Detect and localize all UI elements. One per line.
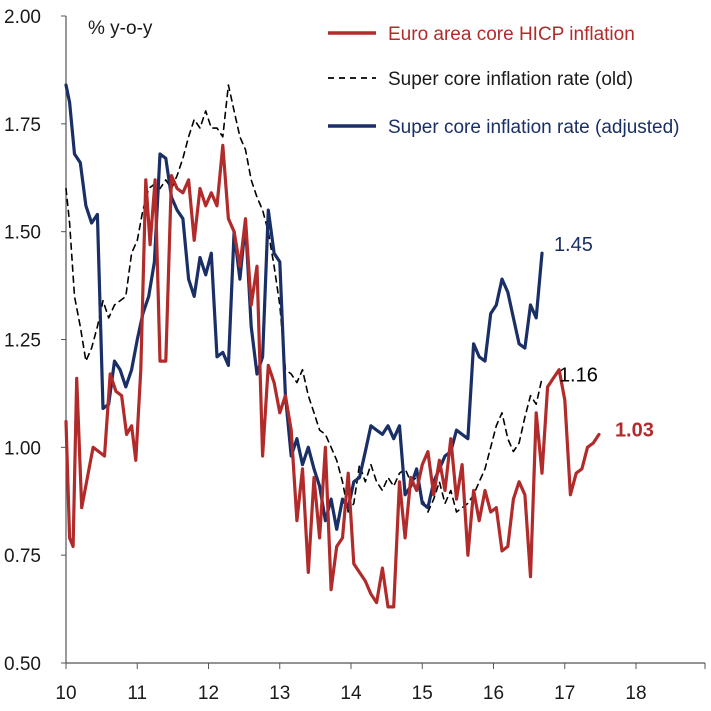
series-line-1 (65, 84, 543, 513)
x-tick-label: 14 (340, 683, 362, 704)
x-tick-label: 12 (198, 683, 219, 704)
y-tick-label: 0.50 (4, 654, 41, 675)
y-tick-label: 1.50 (4, 223, 41, 244)
y-tick-label: 1.25 (4, 331, 41, 352)
chart-axes: 0.50 0.75 1.00 1.25 1.50 1.75 2.00 10 11 12 13 14 15… (4, 7, 706, 704)
y-tick-label: 1.00 (4, 438, 41, 459)
x-tick-label: 18 (625, 683, 646, 704)
chart-series-lines (64, 83, 601, 609)
y-tick-label: 2.00 (4, 7, 41, 28)
series-line-2 (64, 83, 544, 531)
x-tick-label: 15 (412, 683, 433, 704)
chart-legend: Euro area core HICP inflation Super core … (328, 24, 680, 138)
y-tick-label: 1.75 (4, 115, 41, 136)
series-end-label-2: 1.45 (554, 234, 593, 256)
y-tick-label: 0.75 (4, 546, 41, 567)
legend-label-0: Euro area core HICP inflation (388, 24, 635, 45)
y-axis-unit-label: % y-o-y (88, 18, 153, 39)
x-tick-label: 17 (554, 683, 575, 704)
series-end-label-0: 1.03 (615, 419, 654, 441)
legend-label-1: Super core inflation rate (old) (388, 69, 633, 90)
x-tick-label: 13 (269, 683, 290, 704)
x-tick-label: 11 (127, 683, 147, 704)
x-tick-label: 16 (483, 683, 504, 704)
x-tick-label: 10 (55, 683, 76, 704)
series-line-0 (64, 143, 601, 609)
series-end-labels: 1.03 1.16 1.45 (554, 234, 654, 441)
legend-label-2: Super core inflation rate (adjusted) (388, 117, 680, 138)
series-end-label-1: 1.16 (559, 364, 598, 386)
